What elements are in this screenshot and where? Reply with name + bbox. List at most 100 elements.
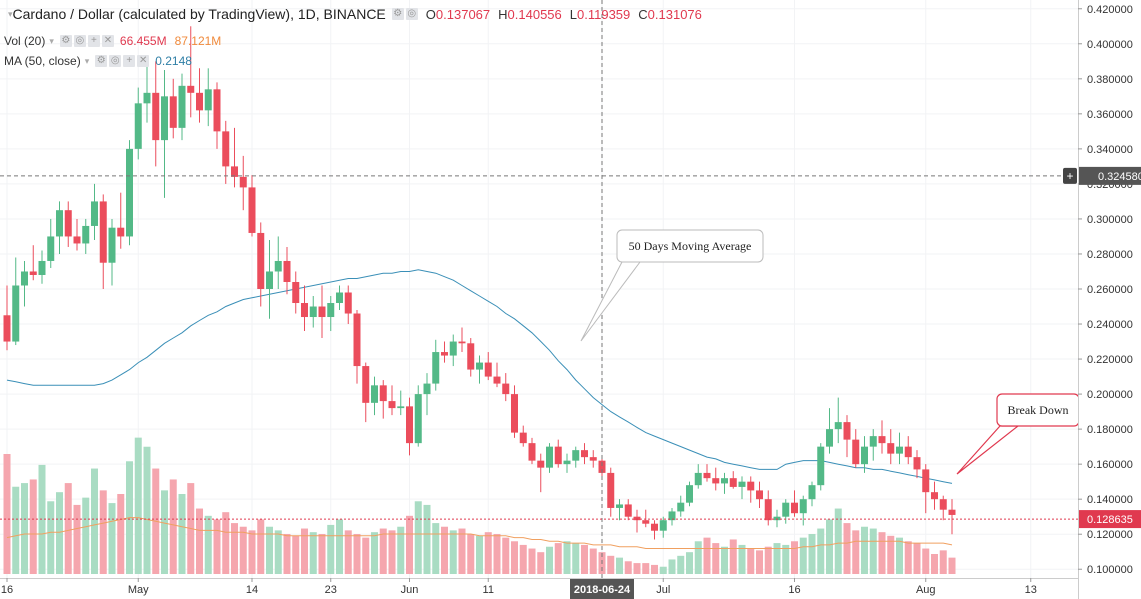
volume-bar	[843, 523, 851, 574]
volume-bar	[213, 519, 221, 574]
volume-bar	[931, 554, 938, 574]
candle-body	[598, 460, 606, 473]
volume-bar	[239, 526, 247, 574]
volume-menu-icon[interactable]: ▾	[49, 35, 54, 46]
candle-body	[633, 516, 641, 521]
candle-body	[99, 201, 107, 263]
price-tick-label: 0.120000	[1087, 529, 1133, 541]
candle-body	[134, 103, 142, 149]
last-price-label: 0.128635	[1087, 514, 1133, 526]
candle-body	[371, 385, 378, 403]
price-tick-label: 0.400000	[1087, 39, 1133, 51]
volume-bar	[12, 486, 20, 574]
candle-body	[764, 499, 772, 521]
ma-value: 0.2148	[155, 54, 192, 68]
candle-body	[117, 227, 125, 237]
ma-study-label[interactable]: MA (50, close)	[4, 54, 81, 68]
candle-body	[939, 499, 947, 510]
candle-body	[458, 341, 466, 344]
candle-body	[791, 502, 798, 514]
volume-bar	[607, 555, 615, 574]
candle-body	[589, 457, 597, 461]
volume-bar	[904, 541, 912, 574]
crosshair-price-label: 0.324580	[1098, 171, 1141, 183]
settings-icon[interactable]: ⚙	[59, 35, 72, 47]
volume-bar	[371, 532, 378, 574]
volume-study-label[interactable]: Vol (20)	[4, 34, 46, 48]
volume-legend-row: Vol (20) ▾ ⚙ ◎ + ✕ 66.455M 87.121M	[4, 34, 221, 48]
candle-body	[344, 292, 352, 314]
candle-body	[502, 383, 510, 395]
candle-body	[616, 504, 623, 508]
volume-bar	[476, 535, 483, 574]
candle-body	[187, 85, 195, 93]
add-icon[interactable]: +	[123, 55, 136, 67]
high-label: H	[498, 6, 508, 22]
candle-body	[64, 210, 72, 237]
candle-body	[152, 92, 160, 141]
candle-body	[56, 210, 63, 237]
ma-menu-icon[interactable]: ▾	[84, 55, 90, 66]
price-tick-label: 0.360000	[1087, 109, 1133, 121]
candle-body	[353, 313, 361, 367]
candle-body	[554, 446, 562, 465]
candle-body	[729, 478, 737, 487]
collapse-icon[interactable]: ▾	[8, 8, 13, 19]
volume-bar	[694, 541, 702, 574]
volume-bar	[449, 530, 457, 574]
volume-bar	[756, 550, 763, 574]
settings-icon[interactable]: ⚙	[95, 55, 108, 67]
candle-body	[169, 96, 177, 128]
volume-bar	[799, 537, 807, 574]
volume-bar	[703, 537, 711, 574]
add-icon[interactable]: +	[87, 35, 100, 47]
breakdown-callout[interactable]: Break Down	[956, 393, 1080, 475]
close-icon[interactable]: ✕	[101, 35, 114, 47]
volume-bar	[362, 537, 370, 574]
candle-body	[21, 271, 28, 286]
volume-bar	[117, 494, 125, 574]
hide-icon[interactable]: ◎	[109, 55, 122, 67]
crosshair-plus-button[interactable]	[1063, 167, 1077, 184]
candle-body	[161, 96, 168, 141]
candle-body	[624, 504, 632, 517]
candle-body	[852, 439, 860, 465]
volume-bar	[642, 563, 650, 574]
close-icon[interactable]: ✕	[137, 55, 150, 67]
volume-bar	[178, 494, 186, 574]
volume-bar	[738, 544, 746, 574]
crosshair-time-label: 2018-06-24	[574, 584, 631, 596]
volume-bar	[134, 437, 142, 574]
crosshair-price-tag	[1079, 166, 1141, 185]
hide-icon[interactable]: ◎	[405, 8, 418, 20]
settings-icon[interactable]: ⚙	[391, 8, 404, 20]
last-price-tag	[1079, 510, 1141, 529]
candle-body	[292, 281, 300, 304]
volume-bar	[274, 530, 282, 574]
volume-bar	[91, 468, 98, 574]
candle-body	[388, 401, 396, 409]
volume-ma-value: 87.121M	[174, 34, 222, 48]
candle-body	[747, 481, 755, 491]
volume-bar	[3, 454, 11, 574]
candle-body	[861, 446, 868, 465]
volume-ma-line	[6, 517, 953, 549]
candle-body	[3, 315, 11, 342]
volume-bar	[327, 524, 335, 574]
volume-bar	[169, 479, 177, 574]
hide-icon[interactable]: ◎	[73, 35, 86, 47]
price-tick-label: 0.340000	[1087, 144, 1133, 156]
symbol-title[interactable]: Cardano / Dollar (calculated by TradingV…	[12, 6, 386, 22]
plus-icon[interactable]: +	[1066, 169, 1073, 183]
candle-body	[808, 485, 816, 500]
ma-callout[interactable]: 50 Days Moving Average	[580, 229, 764, 342]
price-tick-label: 0.220000	[1087, 354, 1133, 366]
volume-bar	[554, 543, 562, 574]
high-value: 0.140556	[507, 6, 562, 22]
volume-bar	[519, 544, 527, 574]
volume-bar	[231, 523, 238, 574]
volume-bar	[686, 552, 693, 574]
volume-bar	[572, 543, 580, 574]
